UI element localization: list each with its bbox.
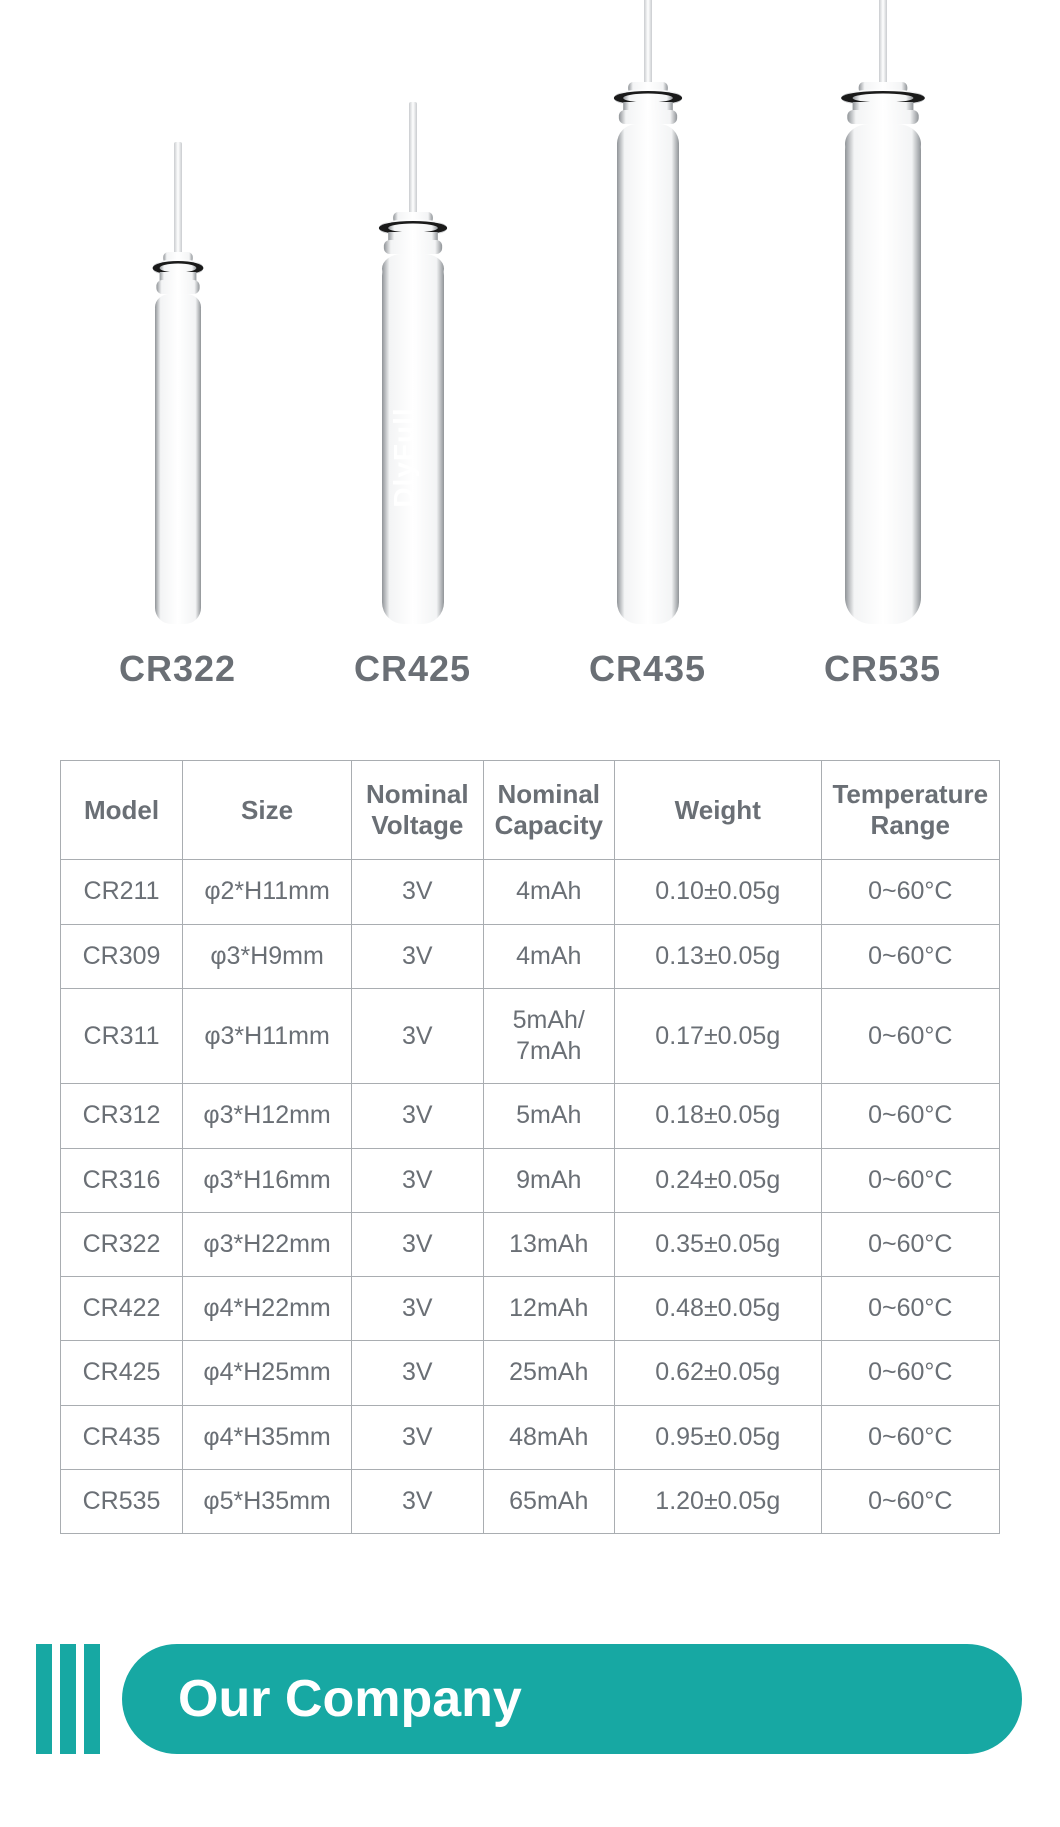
table-header: Model bbox=[61, 761, 183, 860]
battery-label: CR322 bbox=[119, 648, 236, 690]
battery-item: CR322 bbox=[118, 64, 238, 690]
table-cell: 0.35±0.05g bbox=[614, 1212, 821, 1276]
battery-label: CR435 bbox=[589, 648, 706, 690]
battery-illustration-icon bbox=[588, 64, 708, 624]
battery-illustration-icon bbox=[118, 64, 238, 624]
battery-item: DlyFull CR425 bbox=[353, 64, 473, 690]
table-row: CR425φ4*H25mm3V25mAh0.62±0.05g0~60°C bbox=[61, 1341, 1000, 1405]
table-cell: CR311 bbox=[61, 988, 183, 1084]
battery-label: CR535 bbox=[824, 648, 941, 690]
table-cell: 4mAh bbox=[483, 860, 614, 924]
table-cell: 0~60°C bbox=[821, 1277, 999, 1341]
table-cell: 0~60°C bbox=[821, 1084, 999, 1148]
table-cell: φ4*H22mm bbox=[183, 1277, 352, 1341]
table-cell: 0~60°C bbox=[821, 1148, 999, 1212]
table-header: Size bbox=[183, 761, 352, 860]
table-cell: 3V bbox=[352, 1469, 483, 1533]
table-cell: 0.62±0.05g bbox=[614, 1341, 821, 1405]
table-cell: φ3*H9mm bbox=[183, 924, 352, 988]
table-cell: 0.13±0.05g bbox=[614, 924, 821, 988]
table-cell: CR425 bbox=[61, 1341, 183, 1405]
table-cell: 3V bbox=[352, 1212, 483, 1276]
table-header: NominalVoltage bbox=[352, 761, 483, 860]
table-cell: 5mAh bbox=[483, 1084, 614, 1148]
table-cell: 65mAh bbox=[483, 1469, 614, 1533]
table-cell: 0~60°C bbox=[821, 1405, 999, 1469]
table-cell: CR312 bbox=[61, 1084, 183, 1148]
table-cell: 0~60°C bbox=[821, 924, 999, 988]
table-cell: CR322 bbox=[61, 1212, 183, 1276]
table-cell: 0.95±0.05g bbox=[614, 1405, 821, 1469]
table-cell: 0~60°C bbox=[821, 988, 999, 1084]
section-title: Our Company bbox=[122, 1644, 1022, 1754]
table-cell: 0.24±0.05g bbox=[614, 1148, 821, 1212]
section-heading: Our Company bbox=[36, 1644, 1060, 1754]
table-cell: 3V bbox=[352, 1405, 483, 1469]
table-cell: 3V bbox=[352, 860, 483, 924]
table-cell: 1.20±0.05g bbox=[614, 1469, 821, 1533]
battery-illustration-icon: DlyFull bbox=[353, 64, 473, 624]
table-cell: 9mAh bbox=[483, 1148, 614, 1212]
table-cell: 12mAh bbox=[483, 1277, 614, 1341]
table-cell: 3V bbox=[352, 1341, 483, 1405]
table-row: CR322φ3*H22mm3V13mAh0.35±0.05g0~60°C bbox=[61, 1212, 1000, 1276]
table-cell: φ3*H22mm bbox=[183, 1212, 352, 1276]
table-row: CR311φ3*H11mm3V5mAh/7mAh0.17±0.05g0~60°C bbox=[61, 988, 1000, 1084]
table-cell: 3V bbox=[352, 1148, 483, 1212]
table-cell: φ2*H11mm bbox=[183, 860, 352, 924]
table-cell: CR316 bbox=[61, 1148, 183, 1212]
table-row: CR422φ4*H22mm3V12mAh0.48±0.05g0~60°C bbox=[61, 1277, 1000, 1341]
table-cell: CR211 bbox=[61, 860, 183, 924]
table-cell: 48mAh bbox=[483, 1405, 614, 1469]
battery-illustrations: CR322 DlyFull CR bbox=[0, 0, 1060, 720]
table-header: TemperatureRange bbox=[821, 761, 999, 860]
table-row: CR211φ2*H11mm3V4mAh0.10±0.05g0~60°C bbox=[61, 860, 1000, 924]
table-cell: 0.48±0.05g bbox=[614, 1277, 821, 1341]
table-cell: 3V bbox=[352, 1084, 483, 1148]
table-cell: φ3*H11mm bbox=[183, 988, 352, 1084]
table-cell: 3V bbox=[352, 924, 483, 988]
table-header: Weight bbox=[614, 761, 821, 860]
battery-item: CR535 bbox=[823, 64, 943, 690]
battery-item: CR435 bbox=[588, 64, 708, 690]
svg-text:DlyFull: DlyFull bbox=[388, 407, 419, 507]
table-cell: 0.17±0.05g bbox=[614, 988, 821, 1084]
table-cell: 0~60°C bbox=[821, 1212, 999, 1276]
table-cell: 0.10±0.05g bbox=[614, 860, 821, 924]
table-cell: 13mAh bbox=[483, 1212, 614, 1276]
battery-illustration-icon bbox=[823, 64, 943, 624]
table-cell: 0~60°C bbox=[821, 1341, 999, 1405]
table-cell: φ4*H25mm bbox=[183, 1341, 352, 1405]
table-cell: CR422 bbox=[61, 1277, 183, 1341]
table-row: CR309φ3*H9mm3V4mAh0.13±0.05g0~60°C bbox=[61, 924, 1000, 988]
table-row: CR435φ4*H35mm3V48mAh0.95±0.05g0~60°C bbox=[61, 1405, 1000, 1469]
table-cell: φ3*H16mm bbox=[183, 1148, 352, 1212]
table-cell: 0~60°C bbox=[821, 1469, 999, 1533]
table-row: CR316φ3*H16mm3V9mAh0.24±0.05g0~60°C bbox=[61, 1148, 1000, 1212]
table-cell: 25mAh bbox=[483, 1341, 614, 1405]
section-stripes-icon bbox=[36, 1644, 100, 1754]
table-row: CR312φ3*H12mm3V5mAh0.18±0.05g0~60°C bbox=[61, 1084, 1000, 1148]
table-row: CR535φ5*H35mm3V65mAh1.20±0.05g0~60°C bbox=[61, 1469, 1000, 1533]
spec-table: ModelSizeNominalVoltageNominalCapacityWe… bbox=[60, 760, 1000, 1534]
table-cell: φ4*H35mm bbox=[183, 1405, 352, 1469]
table-cell: CR535 bbox=[61, 1469, 183, 1533]
table-cell: CR309 bbox=[61, 924, 183, 988]
battery-label: CR425 bbox=[354, 648, 471, 690]
table-cell: 0.18±0.05g bbox=[614, 1084, 821, 1148]
table-cell: 4mAh bbox=[483, 924, 614, 988]
table-header: NominalCapacity bbox=[483, 761, 614, 860]
table-cell: 0~60°C bbox=[821, 860, 999, 924]
table-cell: φ3*H12mm bbox=[183, 1084, 352, 1148]
table-cell: φ5*H35mm bbox=[183, 1469, 352, 1533]
table-cell: 5mAh/7mAh bbox=[483, 988, 614, 1084]
table-cell: 3V bbox=[352, 1277, 483, 1341]
table-cell: 3V bbox=[352, 988, 483, 1084]
table-cell: CR435 bbox=[61, 1405, 183, 1469]
